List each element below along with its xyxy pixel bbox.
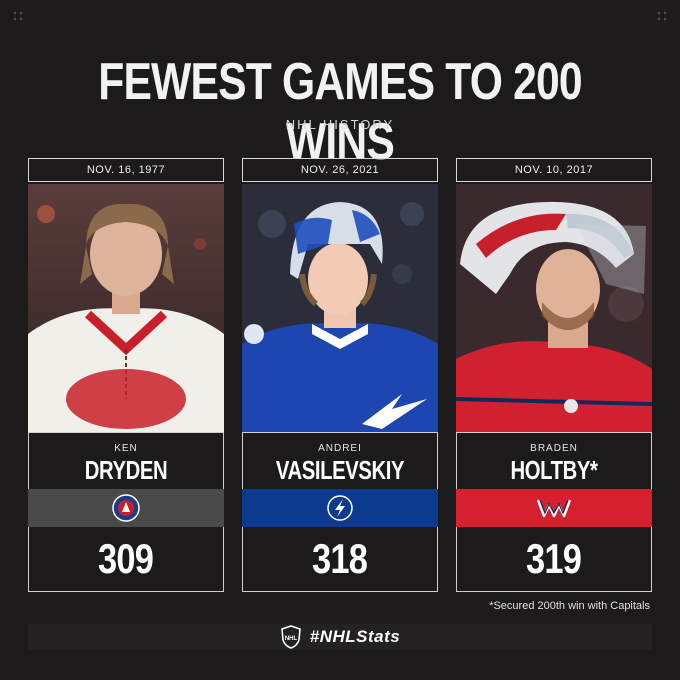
games-stat-box: 318: [242, 527, 438, 592]
capitals-logo-icon: [536, 499, 572, 518]
team-bar: [28, 489, 224, 527]
player-first-name: ANDREI: [318, 443, 362, 454]
nhl-shield-icon: NHL: [280, 625, 301, 649]
milestone-date: NOV. 26, 2021: [242, 158, 438, 182]
games-count: 319: [526, 535, 582, 582]
player-photo: [28, 184, 224, 590]
player-name-box: ANDREI VASILEVSKIY: [242, 432, 438, 491]
hall-of-fame-icon: [112, 494, 140, 522]
milestone-date: NOV. 10, 2017: [456, 158, 652, 182]
player-name-box: KEN DRYDEN: [28, 432, 224, 491]
player-last-name: VASILEVSKIY: [275, 455, 405, 485]
player-card-vasilevskiy: NOV. 26, 2021 ANDREI VASILEVSKIY: [242, 158, 438, 592]
player-name-box: BRADEN HOLTBY*: [456, 432, 652, 491]
player-photo: [242, 184, 438, 590]
games-stat-box: 319: [456, 527, 652, 592]
footer-strip: [28, 624, 652, 650]
player-last-name: HOLTBY*: [510, 455, 598, 485]
footnote: *Secured 200th win with Capitals: [489, 600, 650, 612]
corner-dots-icon: [12, 10, 24, 22]
corner-dots-icon: [656, 10, 668, 22]
player-last-name: DRYDEN: [84, 455, 168, 485]
team-bar: [242, 489, 438, 527]
team-bar: [456, 489, 652, 527]
hashtag: #NHLStats: [309, 627, 401, 646]
svg-text:NHL: NHL: [285, 636, 298, 642]
page-title: FEWEST GAMES TO 200 WINS: [98, 53, 582, 171]
milestone-date: NOV. 16, 1977: [28, 158, 224, 182]
lightning-logo-icon: [327, 495, 353, 521]
player-card-dryden: NOV. 16, 1977 KEN DRYDEN: [28, 158, 224, 592]
footer: NHL #NHLStats: [0, 624, 680, 650]
games-count: 318: [312, 535, 368, 582]
player-photo: [456, 184, 652, 590]
games-stat-box: 309: [28, 527, 224, 592]
player-first-name: BRADEN: [530, 443, 578, 454]
player-first-name: KEN: [114, 443, 138, 454]
player-card-holtby: NOV. 10, 2017 BRADEN HOLTBY* 319: [456, 158, 652, 592]
page-subtitle: NHL HISTORY: [285, 117, 395, 132]
games-count: 309: [98, 535, 154, 582]
